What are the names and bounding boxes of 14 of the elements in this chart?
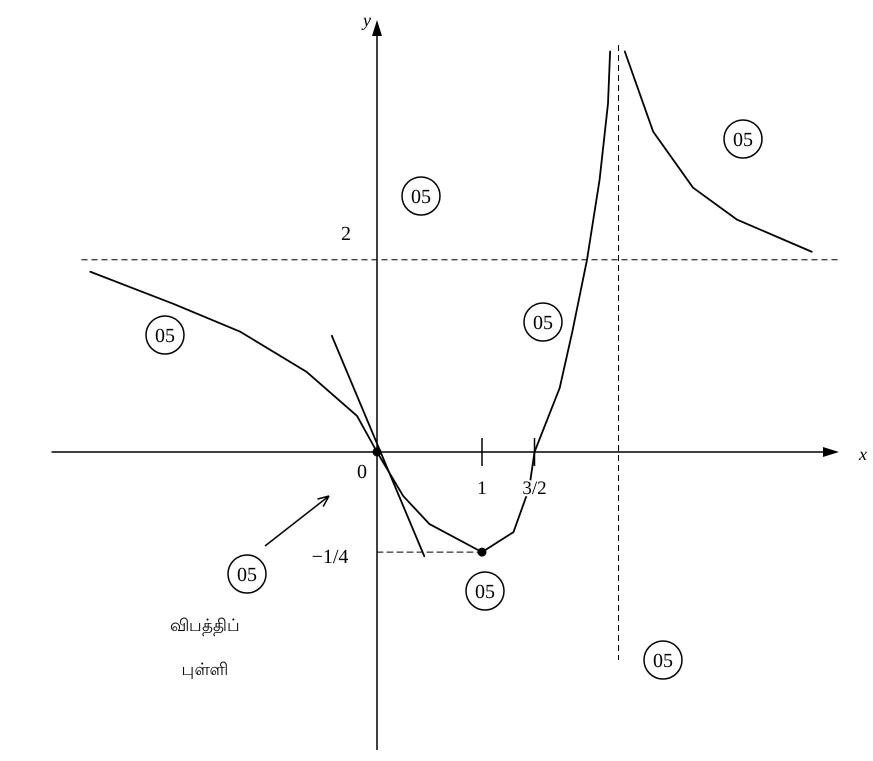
text: 05 bbox=[653, 650, 673, 672]
text: 05 bbox=[475, 581, 495, 603]
annotation: −1/4 bbox=[312, 546, 348, 568]
annotation: 0 bbox=[357, 461, 367, 483]
annotation: 05 bbox=[155, 325, 175, 347]
x-axis-title: x bbox=[858, 444, 867, 464]
x-tick-label: 1 bbox=[477, 478, 487, 499]
annotation: 05 bbox=[533, 312, 553, 334]
annotation: 05 bbox=[733, 129, 753, 151]
annotation: 05 bbox=[411, 186, 431, 208]
text: விபத்திப் புள்ளி bbox=[170, 616, 240, 680]
y-axis-title: y bbox=[361, 10, 371, 30]
annotation: 2 bbox=[341, 223, 351, 245]
text: 05 bbox=[237, 564, 257, 586]
